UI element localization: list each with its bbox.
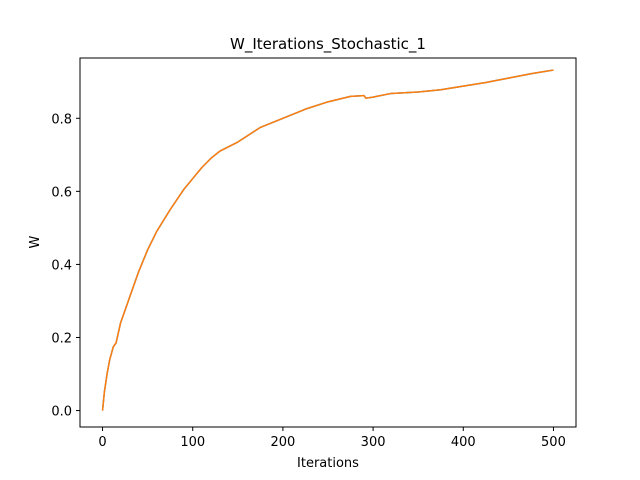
x-axis-label: Iterations xyxy=(297,456,359,471)
x-tick-label: 300 xyxy=(361,435,386,450)
x-axis-ticks: 0 100 200 300 400 500 xyxy=(98,427,566,450)
x-tick-label: 200 xyxy=(270,435,295,450)
chart-title: W_Iterations_Stochastic_1 xyxy=(230,35,426,54)
series-line-1 xyxy=(101,69,554,411)
plot-lines xyxy=(101,69,554,411)
y-tick-label: 0.4 xyxy=(51,258,72,273)
y-tick-label: 0.2 xyxy=(51,331,72,346)
y-axis-label: W xyxy=(28,235,43,248)
x-tick-label: 0 xyxy=(98,435,106,450)
plot-frame xyxy=(79,57,577,428)
y-tick-label: 0.8 xyxy=(51,112,72,127)
y-tick-label: 0.6 xyxy=(51,185,72,200)
x-tick-label: 500 xyxy=(541,435,566,450)
y-tick-label: 0.0 xyxy=(51,405,72,420)
x-tick-label: 100 xyxy=(180,435,205,450)
x-tick-label: 400 xyxy=(451,435,476,450)
y-axis-ticks: 0.0 0.2 0.4 0.6 0.8 xyxy=(51,112,80,420)
